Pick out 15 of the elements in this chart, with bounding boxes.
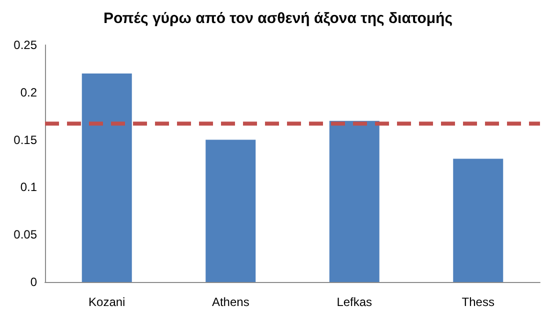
bar — [453, 158, 504, 282]
chart-title: Ροπές γύρω από τον ασθενή άξονα της διατομής — [103, 10, 453, 27]
y-tick-label: 0.1 — [20, 180, 38, 194]
x-tick-label: Lefkas — [336, 295, 372, 309]
bar — [82, 73, 132, 282]
y-tick-label: 0 — [30, 275, 38, 289]
y-tick-label: 0.25 — [14, 38, 38, 52]
x-tick-label: Athens — [212, 295, 250, 309]
x-tick-label: Kozani — [88, 295, 126, 309]
x-tick-label: Thess — [462, 295, 494, 309]
y-tick-label: 0.2 — [20, 85, 38, 100]
y-tick-label: 0.15 — [14, 132, 38, 147]
bar — [206, 140, 256, 282]
y-tick-label: 0.05 — [14, 228, 38, 242]
bar — [329, 120, 380, 282]
